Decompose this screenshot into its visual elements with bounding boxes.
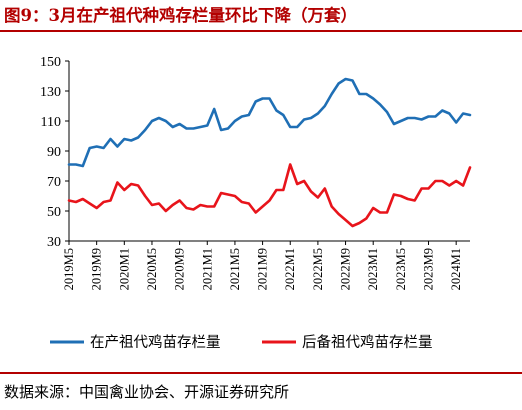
x-tick-label: 2022M9 bbox=[339, 248, 353, 290]
x-tick-label: 2020M1 bbox=[117, 248, 131, 290]
line-chart: 30 50 70 90 110 130 150 2019M5 2019M9 2020M1 2020… bbox=[40, 55, 472, 351]
series-line-1 bbox=[67, 77, 472, 168]
y-tick-label: 90 bbox=[47, 145, 61, 160]
x-tick-label: 2022M1 bbox=[283, 248, 297, 290]
y-tick-label: 70 bbox=[47, 175, 61, 190]
y-tick-label: 130 bbox=[40, 85, 61, 100]
x-tick-label: 2022M5 bbox=[311, 248, 325, 290]
x-tick-label: 2020M9 bbox=[173, 248, 187, 290]
legend-label-1: 在产祖代鸡苗存栏量 bbox=[90, 334, 221, 351]
source-rule bbox=[0, 372, 522, 374]
chart-legend: 在产祖代鸡苗存栏量 后备祖代鸡苗存栏量 bbox=[50, 334, 433, 351]
x-axis-ticks: 2019M5 2019M9 2020M1 2020M5 2020M9 2021M1 2021… bbox=[62, 241, 463, 290]
legend-label-2: 后备祖代鸡苗存栏量 bbox=[302, 334, 433, 351]
x-tick-label: 2021M5 bbox=[228, 248, 242, 290]
source-note: 数据来源：中国禽业协会、开源证券研究所 bbox=[4, 383, 290, 401]
x-tick-label: 2023M5 bbox=[394, 248, 408, 290]
x-tick-label: 2020M5 bbox=[145, 248, 159, 290]
chart-series bbox=[67, 77, 472, 228]
x-tick-label: 2023M9 bbox=[422, 248, 436, 290]
y-tick-label: 150 bbox=[40, 55, 61, 70]
title-rule bbox=[0, 30, 522, 32]
x-tick-label: 2024M1 bbox=[449, 248, 463, 290]
x-tick-label: 2019M9 bbox=[90, 248, 104, 290]
x-tick-label: 2021M9 bbox=[256, 248, 270, 290]
x-tick-label: 2023M1 bbox=[366, 248, 380, 290]
x-tick-label: 2019M5 bbox=[62, 248, 76, 290]
x-tick-label: 2021M1 bbox=[200, 248, 214, 290]
y-tick-label: 110 bbox=[41, 115, 61, 130]
y-tick-label: 30 bbox=[47, 235, 61, 250]
y-axis-ticks: 30 50 70 90 110 130 150 bbox=[40, 55, 69, 250]
chart-title: 图9：3月在产祖代种鸡存栏量环比下降（万套） bbox=[4, 6, 357, 25]
chart-axes bbox=[68, 61, 470, 242]
y-tick-label: 50 bbox=[47, 205, 61, 220]
series-line-2 bbox=[67, 163, 472, 228]
